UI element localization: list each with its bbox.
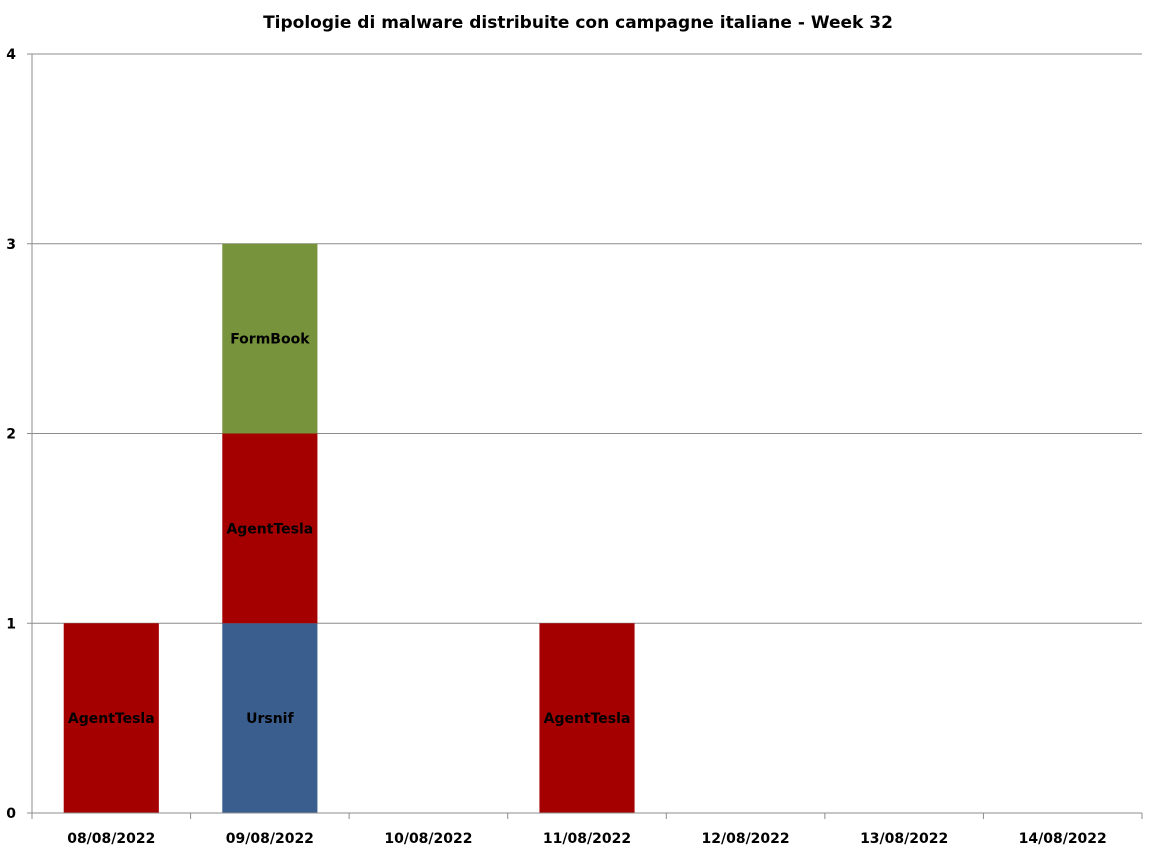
- y-axis-ticks: 0 1 2 3 4: [6, 47, 16, 822]
- y-tick-label: 3: [6, 237, 16, 253]
- bar-segment: [222, 433, 318, 624]
- bar-segment: [222, 243, 318, 434]
- bar-segment: [63, 623, 159, 813]
- bar-segment: [222, 623, 318, 813]
- y-tick-label: 1: [6, 616, 16, 632]
- x-tick-label: 14/08/2022: [1019, 831, 1107, 847]
- y-tick-label: 0: [6, 806, 16, 822]
- y-tick-label: 2: [6, 427, 16, 443]
- x-tick-label: 13/08/2022: [860, 831, 948, 847]
- chart-title: Tipologie di malware distribuite con cam…: [263, 13, 893, 33]
- axes: [27, 53, 1143, 819]
- gridlines: [32, 53, 1142, 624]
- x-tick-label: 09/08/2022: [226, 831, 314, 847]
- x-tick-label: 11/08/2022: [543, 831, 631, 847]
- x-tick-label: 08/08/2022: [67, 831, 155, 847]
- bars: AgentTesla Ursnif AgentTesla FormBook AgentT…: [63, 243, 635, 813]
- bar-segment-label: Ursnif: [246, 711, 294, 727]
- y-tick-label: 4: [6, 47, 16, 63]
- bar-segment-label: AgentTesla: [68, 711, 155, 727]
- x-tick-label: 12/08/2022: [701, 831, 789, 847]
- bar-segment-label: AgentTesla: [544, 711, 631, 727]
- bar-segment: [539, 623, 635, 813]
- x-axis-ticks: 08/08/2022 09/08/2022 10/08/2022 11/08/2022…: [67, 831, 1107, 847]
- bar-segment-label: AgentTesla: [226, 521, 313, 537]
- x-tick-label: 10/08/2022: [384, 831, 472, 847]
- bar-segment-label: FormBook: [230, 332, 310, 348]
